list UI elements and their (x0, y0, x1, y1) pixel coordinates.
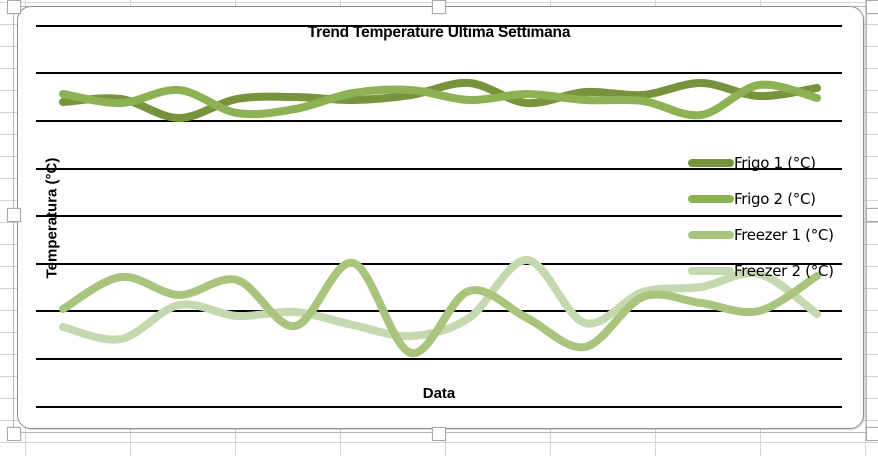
legend-label: Frigo 2 (°C) (734, 190, 816, 208)
legend-label: Freezer 1 (°C) (734, 226, 834, 244)
gridlines (36, 25, 842, 408)
resize-handle-bottom-left[interactable] (7, 427, 21, 441)
legend-item-freezer-2[interactable]: Freezer 2 (°C) (688, 260, 834, 282)
legend-item-freezer-1[interactable]: Freezer 1 (°C) (688, 224, 834, 246)
x-axis-title[interactable]: Data (422, 385, 456, 402)
legend-item-frigo-2[interactable]: Frigo 2 (°C) (688, 188, 816, 210)
resize-handle-right[interactable] (866, 208, 878, 222)
legend-swatch-freezer-2 (688, 267, 734, 275)
resize-handle-bottom-right[interactable] (866, 427, 878, 441)
series-line-frigo-2-c[interactable] (59, 80, 821, 120)
legend-item-frigo-1[interactable]: Frigo 1 (°C) (688, 152, 816, 174)
resize-handle-bottom[interactable] (432, 427, 446, 441)
legend-swatch-freezer-1 (688, 231, 734, 239)
series-lines (59, 78, 821, 358)
legend-swatch-frigo-1 (688, 159, 734, 167)
series-line-freezer-1-c[interactable] (59, 258, 821, 358)
y-axis-title[interactable]: Temperatura (°C) (43, 157, 61, 279)
resize-handle-top-left[interactable] (7, 0, 21, 14)
legend-label: Frigo 1 (°C) (734, 154, 816, 172)
chart-title[interactable]: Trend Temperature Ultima Settimana (307, 24, 571, 41)
legend-label: Freezer 2 (°C) (734, 262, 834, 280)
resize-handle-left[interactable] (7, 208, 21, 222)
series-line-frigo-1-c[interactable] (59, 78, 821, 122)
resize-handle-top[interactable] (432, 0, 446, 14)
legend-swatch-frigo-2 (688, 195, 734, 203)
resize-handle-top-right[interactable] (866, 0, 878, 14)
series-line-freezer-2-c[interactable] (59, 256, 821, 344)
